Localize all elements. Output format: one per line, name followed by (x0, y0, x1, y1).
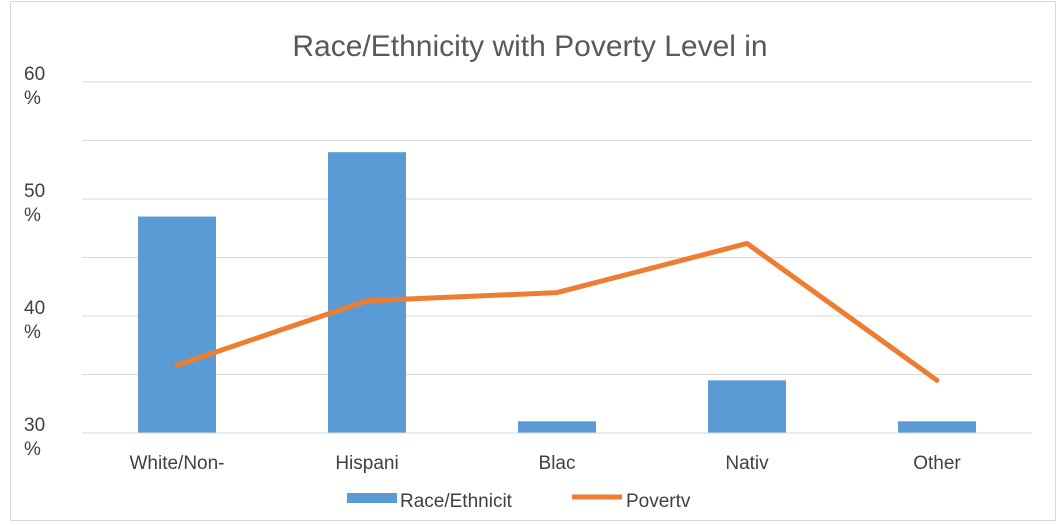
legend: Race/Ethnicit Povertv (347, 491, 691, 512)
legend-swatch-bar (347, 493, 397, 503)
line-series (174, 240, 940, 383)
x-tick-label: Other (913, 453, 961, 474)
legend-label: Povertv (626, 491, 691, 512)
poverty-line (174, 240, 940, 383)
bar (328, 152, 406, 433)
chart-frame (10, 1, 1056, 521)
bar (138, 216, 216, 433)
bar (708, 380, 786, 433)
chart-title: Race/Ethnicity with Poverty Level in (292, 30, 767, 63)
bar (898, 421, 976, 433)
y-tick-label: 30% (24, 415, 45, 460)
y-tick-label: 40% (24, 298, 45, 343)
legend-label: Race/Ethnicit (400, 491, 513, 512)
bar (518, 421, 596, 433)
x-tick-label: White/Non- (129, 453, 224, 474)
x-tick-label: Blac (539, 453, 576, 474)
y-axis-ticks: 60 % 50 % 40 % 30% (24, 64, 45, 460)
y-tick-label: 60% (24, 64, 45, 109)
x-tick-label: Hispani (335, 453, 398, 474)
x-axis-ticks: White/Non- Hispani Blac Nativ Other (129, 453, 961, 474)
x-tick-label: Nativ (725, 453, 769, 474)
bar-series (138, 152, 976, 433)
y-tick-label: 50% (24, 181, 45, 226)
gridlines (82, 81, 1032, 375)
